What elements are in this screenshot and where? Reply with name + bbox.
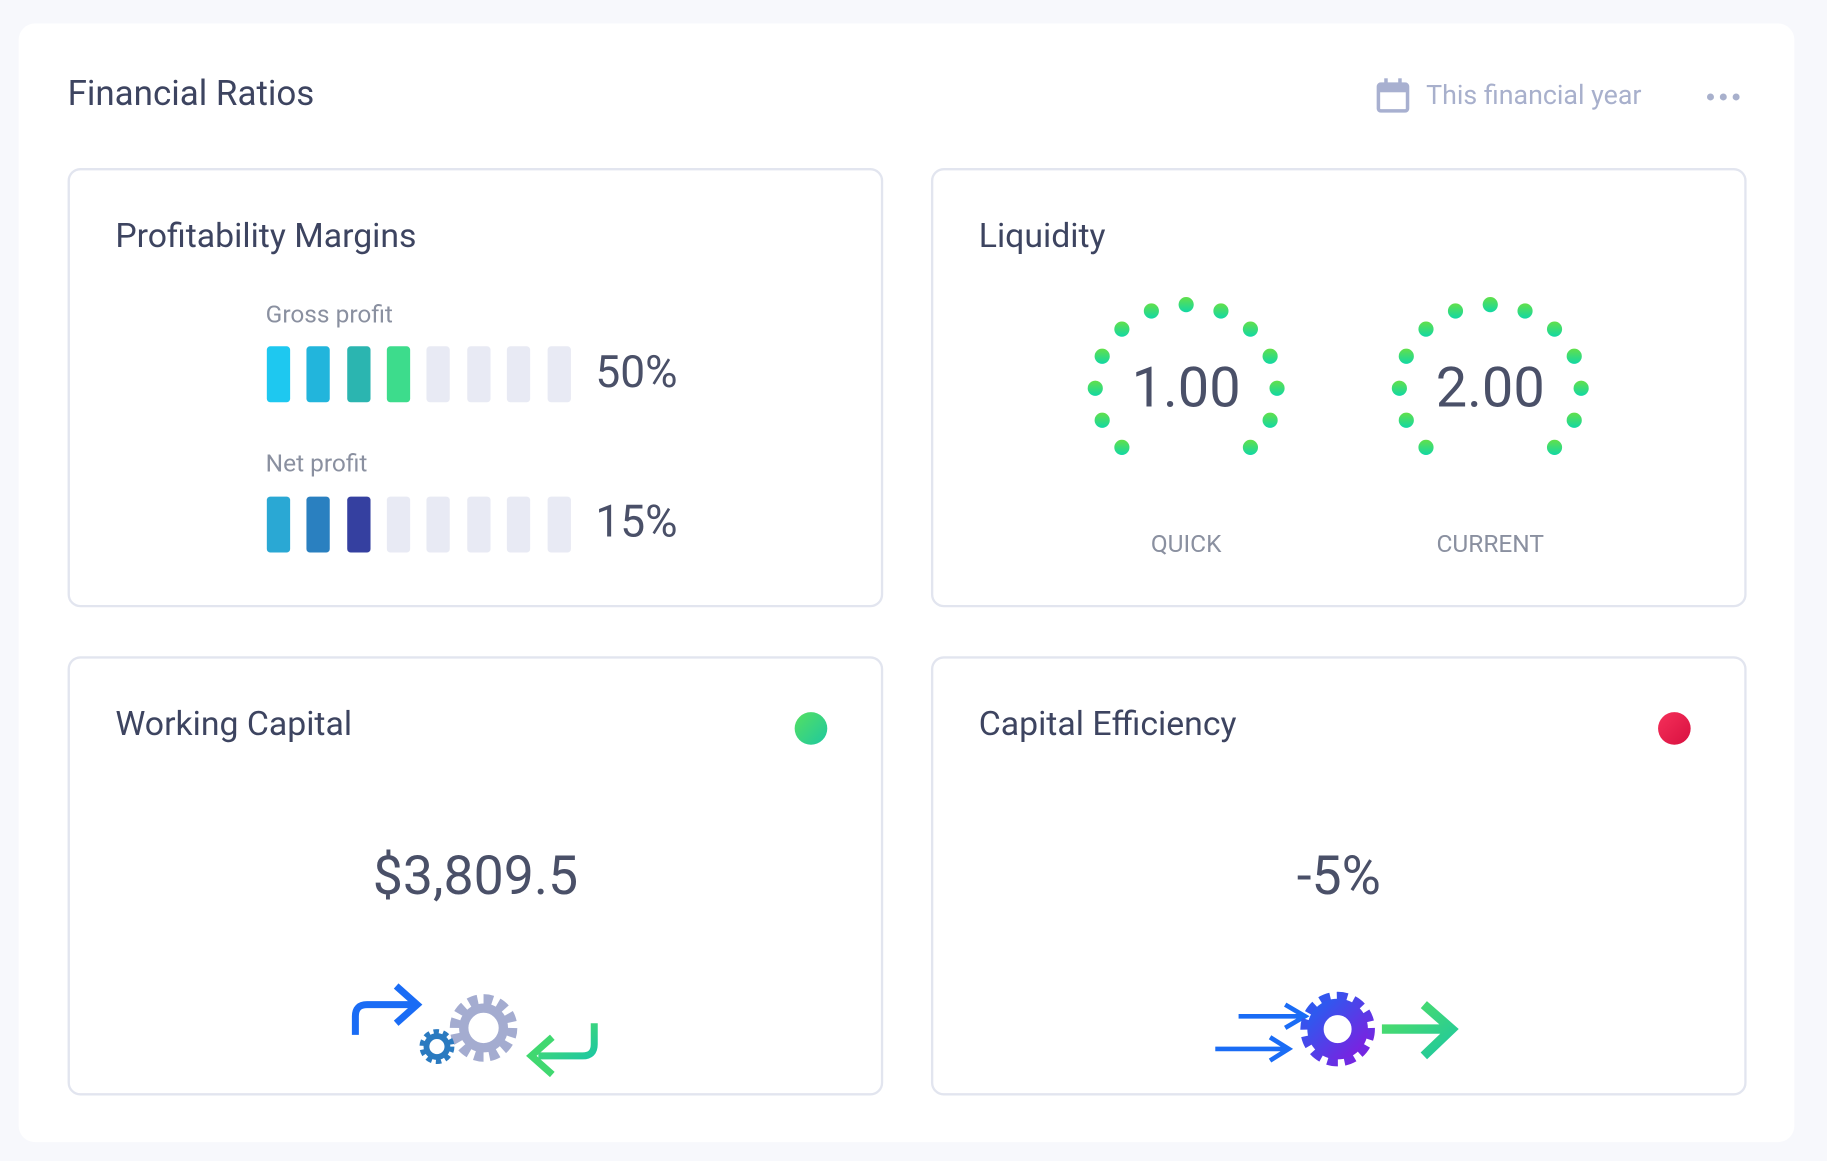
panel-title: Capital Efficiency [979,705,1237,744]
gauge-dot [1213,303,1229,319]
gauge-dot [1269,380,1285,396]
panel-title: Working Capital [115,705,352,744]
gauge-dot [1114,439,1130,455]
gauge-dot [1094,412,1110,428]
gauge-dot [1262,412,1278,428]
segment [266,346,291,403]
segment [506,496,531,553]
segment [467,496,491,553]
gauge-dot [1546,439,1563,455]
gauge-dot [1566,348,1582,364]
gauge-label: CURRENT [1437,529,1545,558]
gauge-dot [1242,321,1258,337]
gauge-dot [1262,348,1278,364]
gauge-value: 1.00 [1132,355,1241,421]
gauge-dot [1546,321,1563,337]
gauge-dot [1517,303,1533,319]
gauge-label: QUICK [1151,529,1222,558]
panel-title: Liquidity [979,217,1106,256]
panel [930,656,1747,1096]
gauge-dot [1143,303,1159,319]
calendar-icon[interactable] [1376,78,1410,113]
gauge-dot [1418,439,1434,455]
segment [467,346,491,403]
gauge-dot [1418,321,1434,337]
segment [306,496,330,553]
gauge-dot [1114,321,1130,337]
gauge-dot [1398,348,1414,364]
panel-title: Profitability Margins [115,217,416,256]
metric-value: -5% [1297,845,1381,908]
metric-value: $3,809.5 [373,845,578,908]
working-capital-icon [351,983,598,1078]
panel [67,656,884,1096]
bar-value: 50% [595,346,677,398]
segment [506,346,531,403]
gauge-dot [1482,297,1498,313]
gauge-dot [1087,380,1103,396]
segment [426,346,450,403]
segment [426,496,450,553]
gauge-dot [1566,412,1582,428]
bar-label: Gross profit [266,299,393,328]
gauge-dot [1391,380,1407,396]
panel [930,168,1747,608]
capital-efficiency-icon [1215,991,1459,1067]
gauge-dot [1242,439,1258,455]
segment [547,496,571,553]
gauges [1087,297,1589,455]
segment [347,496,371,553]
gauge-dot [1094,348,1110,364]
bar-label: Net profit [266,449,368,478]
segment [347,346,371,403]
gauge-dot [1447,303,1464,319]
more-menu[interactable] [1706,93,1740,101]
segment [386,346,411,403]
gauge-value: 2.00 [1436,355,1545,421]
period-selector[interactable]: This financial year [1426,79,1641,111]
segment [266,496,291,553]
status-dot [794,712,828,745]
bar-value: 15% [595,495,677,547]
status-dot [1658,712,1691,745]
segment-bars [266,346,571,553]
title: Financial Ratios [68,73,315,114]
gauge-dot [1573,380,1589,396]
gauge-dot [1398,412,1414,428]
gauge-dot [1178,297,1194,313]
segment [547,346,571,403]
segment [386,496,411,553]
segment [306,346,330,403]
